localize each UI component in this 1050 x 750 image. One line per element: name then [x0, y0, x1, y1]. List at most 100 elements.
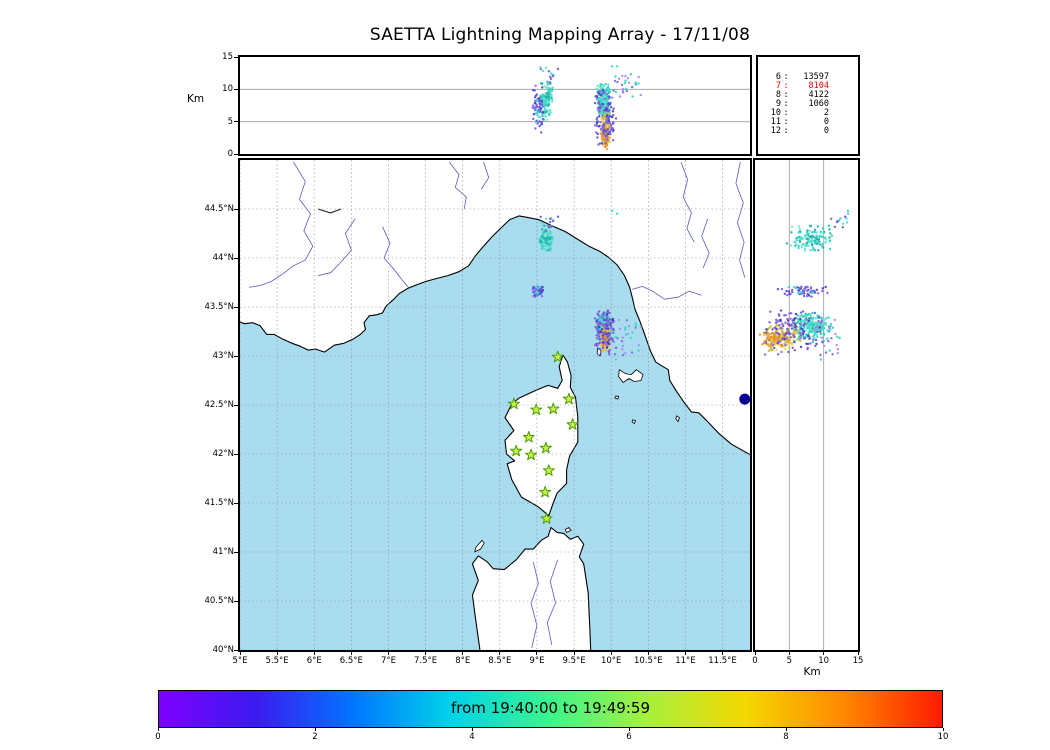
altitude-tick-label: 5	[227, 116, 233, 127]
km-tick-label: 0	[752, 656, 758, 666]
tick-mark	[233, 600, 238, 602]
tick-mark	[785, 728, 787, 731]
colorbar-tick-label: 2	[312, 732, 318, 742]
lon-tick-label: 8.5°E	[488, 656, 512, 666]
source-count: 4122	[808, 90, 829, 100]
figure-title: SAETTA Lightning Mapping Array - 17/11/0…	[369, 25, 751, 45]
station-star	[562, 392, 575, 405]
altitude-tick-label: 0	[227, 149, 233, 159]
source-count: 8104	[808, 81, 829, 91]
lat-tick-label: 42.5°N	[204, 400, 234, 410]
tick-mark	[722, 650, 724, 655]
tick-mark	[471, 728, 473, 731]
source-count: 13597	[803, 72, 829, 82]
tick-mark	[823, 650, 825, 655]
station-star	[510, 444, 523, 457]
colon: :	[783, 126, 789, 136]
tick-mark	[536, 650, 538, 655]
tick-mark	[788, 650, 790, 655]
colorbar-tick-label: 6	[626, 732, 632, 742]
station-star	[551, 350, 564, 363]
station-number: 11	[770, 117, 781, 127]
tick-mark	[233, 56, 238, 58]
station-count-row: 10: 2	[768, 109, 829, 118]
altitude-latitude-canvas	[755, 160, 858, 650]
station-star	[566, 418, 579, 430]
tick-mark	[233, 153, 238, 155]
top-panel-ylabel: Km	[187, 93, 205, 105]
station-number: 9	[775, 99, 781, 109]
station-count-row: 11: 0	[768, 118, 829, 127]
lon-tick-label: 10°E	[600, 656, 622, 666]
station-star	[522, 431, 535, 443]
tick-mark	[313, 650, 315, 655]
colon: :	[783, 117, 789, 127]
lat-tick-label: 40.5°N	[204, 596, 234, 606]
colorbar-tick-label: 4	[469, 732, 475, 742]
lat-tick-label: 43°N	[212, 351, 234, 361]
source-count: 2	[823, 108, 829, 118]
tick-mark	[350, 650, 352, 655]
lat-tick-label: 42°N	[212, 449, 234, 459]
altitude-tick-label: 10	[222, 84, 233, 95]
station-star	[542, 464, 555, 476]
source-count: 1060	[808, 99, 829, 109]
tick-mark	[157, 728, 159, 731]
colorbar-tick-label: 0	[155, 732, 161, 742]
tick-mark	[233, 306, 238, 308]
tick-mark	[233, 121, 238, 123]
tick-mark	[387, 650, 389, 655]
lat-tick-label: 43.5°N	[204, 302, 234, 312]
colorbar-tick-label: 10	[937, 732, 949, 742]
lat-tick-label: 44.5°N	[204, 204, 234, 214]
colon: :	[783, 72, 789, 82]
lat-tick-label: 40°N	[212, 645, 234, 655]
station-number: 7	[775, 81, 781, 91]
tick-mark	[233, 208, 238, 210]
colon: :	[783, 108, 789, 118]
tick-mark	[233, 502, 238, 504]
tick-mark	[233, 355, 238, 357]
tick-mark	[276, 650, 278, 655]
station-star	[525, 448, 537, 461]
lon-tick-label: 5°E	[232, 656, 248, 666]
station-count-row: 6: 13597	[768, 73, 829, 82]
tick-mark	[233, 453, 238, 455]
tick-mark	[610, 650, 612, 655]
lon-tick-label: 6.5°E	[339, 656, 363, 666]
lat-tick-label: 44°N	[212, 253, 234, 263]
station-stats-panel: 6: 13597 7: 8104 8: 4122 9: 1060 10: 2 11: 0 12: 0	[768, 73, 829, 136]
km-tick-label: 15	[852, 656, 864, 666]
colorbar: from 19:40:00 to 19:49:59	[158, 690, 943, 728]
tick-mark	[462, 650, 464, 655]
map-canvas	[240, 160, 750, 650]
station-star	[540, 512, 553, 524]
lon-tick-label: 5.5°E	[265, 656, 289, 666]
colon: :	[783, 90, 789, 100]
source-count: 0	[823, 117, 829, 127]
station-number: 8	[775, 90, 781, 100]
tick-mark	[239, 650, 241, 655]
tick-mark	[499, 650, 501, 655]
station-number: 10	[770, 108, 781, 118]
colon: :	[783, 81, 789, 91]
station-star	[530, 403, 543, 416]
station-count-row: 12: 0	[768, 127, 829, 136]
lon-tick-label: 9.5°E	[562, 656, 586, 666]
tick-mark	[857, 650, 859, 655]
station-count-row: 7: 8104	[768, 82, 829, 91]
tick-mark	[647, 650, 649, 655]
tick-mark	[942, 728, 944, 731]
station-star	[539, 485, 552, 498]
tick-mark	[233, 88, 238, 90]
lon-tick-label: 11.5°E	[708, 656, 737, 666]
colorbar-label: from 19:40:00 to 19:49:59	[450, 699, 650, 717]
right-panel-xlabel: Km	[803, 666, 821, 678]
lat-tick-label: 41.5°N	[204, 498, 234, 508]
tick-mark	[233, 649, 238, 651]
lon-tick-label: 11°E	[675, 656, 696, 666]
tick-mark	[628, 728, 630, 731]
lon-tick-label: 6°E	[306, 656, 322, 666]
lon-tick-label: 10.5°E	[634, 656, 663, 666]
